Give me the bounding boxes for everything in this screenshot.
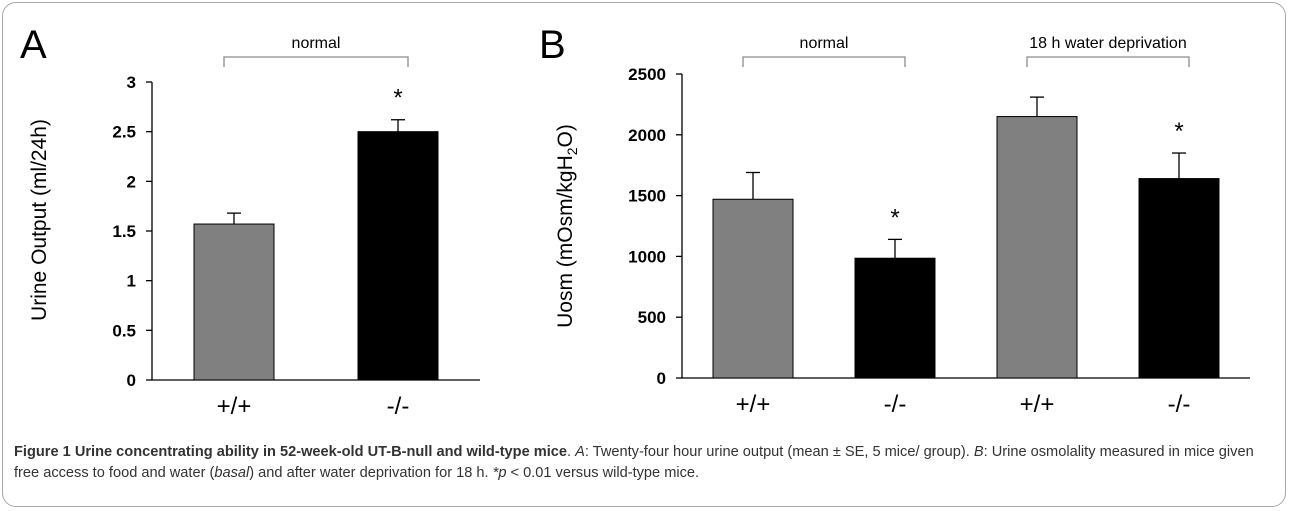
x-tick-label: -/- — [387, 393, 410, 420]
y-tick-label: 1.5 — [112, 222, 136, 241]
y-tick-label: 2500 — [628, 65, 666, 84]
caption-label-a: A — [575, 444, 585, 460]
panel-b-y-axis-title: Uosm (mOsm/kgH2O) — [554, 124, 580, 328]
x-tick-label: +/+ — [217, 393, 252, 420]
bar — [712, 198, 794, 379]
caption-title: Figure 1 Urine concentrating ability in … — [14, 444, 568, 460]
y-tick-label: 2 — [127, 172, 136, 191]
panel-b-label: B — [539, 23, 566, 67]
y-tick-label: 1 — [127, 272, 136, 291]
group-bracket — [223, 56, 409, 67]
y-tick-label: 0 — [127, 371, 136, 390]
caption-text-end: < 0.01 versus wild-type mice. — [506, 465, 700, 481]
significance-marker: * — [890, 204, 899, 231]
figure-panels: A Urine Output (ml/24h) 0 0.5 1 1.5 2 2.5 3 +/+… — [20, 23, 1250, 420]
panel-a: A Urine Output (ml/24h) 0 0.5 1 1.5 2 2.5 3 +/+… — [20, 23, 480, 420]
caption-text-a: : Twenty-four hour urine output (mean ± … — [584, 444, 974, 460]
y-tick-label: 0 — [657, 369, 666, 388]
x-tick-label: -/- — [1168, 391, 1191, 418]
panel-a-label: A — [20, 23, 47, 67]
group-label: normal — [800, 35, 849, 52]
panel-a-plot: 0 0.5 1 1.5 2 2.5 3 +/+ -/- * normal — [112, 35, 480, 420]
y-tick-label: 1000 — [628, 247, 666, 266]
bar — [357, 131, 439, 381]
y-tick-label: 2000 — [628, 126, 666, 145]
panel-b: B Uosm (mOsm/kgH2O) 0 500 1000 1500 2000 2500… — [539, 23, 1250, 418]
group-bracket — [1026, 56, 1190, 67]
bar — [996, 116, 1078, 379]
y-tick-label: 1500 — [628, 187, 666, 206]
x-tick-label: -/- — [884, 391, 907, 418]
y-tick-label: 3 — [127, 73, 136, 92]
y-tick-label: 0.5 — [112, 321, 136, 340]
bar — [193, 223, 275, 381]
bar — [854, 257, 936, 379]
caption-pmark: *p — [492, 465, 507, 481]
x-tick-label: +/+ — [1020, 391, 1055, 418]
caption-sep: . — [567, 444, 576, 460]
bar — [1138, 178, 1220, 379]
y-tick-label: 500 — [638, 308, 666, 327]
group-bracket — [742, 56, 906, 67]
panel-b-plot: 0 500 1000 1500 2000 2500 +/+ -/- * +/+ -/- * normal… — [628, 35, 1250, 418]
caption-label-b: B — [973, 444, 984, 460]
caption-text-b2: ) and after water deprivation for 18 h. — [249, 465, 493, 481]
panel-a-y-axis-title: Urine Output (ml/24h) — [28, 119, 51, 321]
y-tick-label: 2.5 — [112, 123, 136, 142]
group-label: normal — [292, 35, 341, 52]
figure-caption: Figure 1 Urine concentrating ability in … — [14, 442, 1276, 484]
caption-basal: basal — [214, 465, 250, 481]
significance-marker: * — [1174, 118, 1183, 145]
group-label: 18 h water deprivation — [1029, 35, 1186, 52]
significance-marker: * — [393, 85, 402, 112]
caption-text-b1: : Urine osmolality measured in mice give… — [14, 444, 1254, 481]
x-tick-label: +/+ — [736, 391, 771, 418]
